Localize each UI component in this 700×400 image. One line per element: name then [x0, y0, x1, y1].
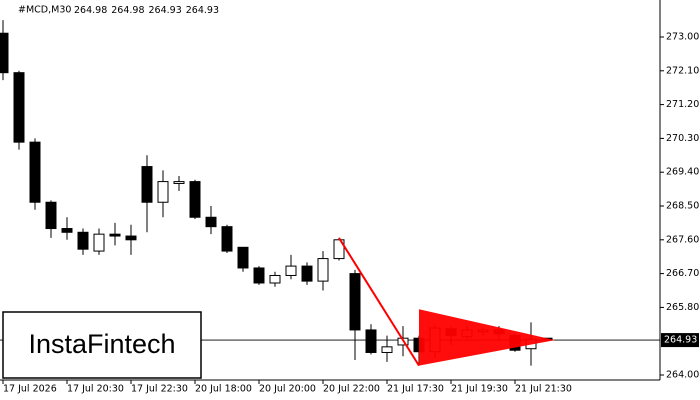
candle-body: [77, 231, 89, 250]
y-tick-label: 266.70: [666, 268, 699, 279]
header-value: 264.98: [111, 5, 144, 16]
candle-body: [93, 233, 105, 252]
x-tick-label: 21 Jul 19:30: [451, 384, 508, 395]
candle-body: [0, 32, 9, 74]
header-values: 264.98 264.98 264.93 264.93: [74, 5, 219, 16]
y-tick-label: 272.10: [666, 65, 699, 76]
candle-body: [189, 181, 201, 218]
candle-body: [317, 258, 329, 282]
header-value: 264.98: [74, 5, 107, 16]
x-tick-label: 17 Jul 22:30: [131, 384, 188, 395]
candle-body: [221, 226, 233, 252]
pattern-pole: [338, 237, 420, 367]
candle-body: [61, 228, 73, 233]
candle-body: [29, 141, 41, 203]
y-tick-label: 269.40: [666, 167, 699, 178]
candle-body: [141, 166, 153, 203]
y-tick-label: 265.80: [666, 302, 699, 313]
header-value: 264.93: [149, 5, 182, 16]
candle-body: [237, 246, 249, 269]
y-tick-label: 273.00: [666, 31, 699, 42]
x-tick-label: 21 Jul 17:30: [387, 384, 444, 395]
pattern-flag: [419, 309, 555, 366]
logo-box: [2, 311, 202, 379]
y-tick-label: 270.30: [666, 133, 699, 144]
y-tick-label: 267.60: [666, 234, 699, 245]
candle-body: [173, 181, 185, 184]
candle-body: [301, 265, 313, 282]
candle-body: [253, 267, 265, 284]
candle-body: [125, 235, 137, 241]
y-tick-label: 264.00: [666, 370, 699, 381]
candle-body: [45, 201, 57, 230]
candle-body: [285, 265, 297, 276]
x-tick-label: 17 Jul 20:30: [67, 384, 124, 395]
header-value: 264.93: [186, 5, 219, 16]
chart-title: #MCD,M30: [18, 5, 71, 16]
candle-body: [13, 72, 25, 143]
x-tick-label: 17 Jul 2026: [3, 384, 57, 395]
x-tick-label: 21 Jul 21:30: [515, 384, 572, 395]
y-tick-label: 271.20: [666, 99, 699, 110]
logo: InstaFintech: [28, 329, 175, 359]
candle-body: [269, 274, 281, 284]
x-tick-label: 20 Jul 22:00: [323, 384, 380, 395]
candle-body: [109, 233, 121, 237]
x-tick-label: 20 Jul 18:00: [195, 384, 252, 395]
candle-body: [381, 346, 393, 353]
y-tick-label: 268.50: [666, 200, 699, 211]
x-tick-label: 20 Jul 20:00: [259, 384, 316, 395]
current-price-box: [661, 333, 699, 348]
current-price-label: 264.93: [664, 335, 697, 346]
candle-body: [365, 329, 377, 353]
candle-body: [205, 216, 217, 228]
candle-body: [349, 273, 361, 331]
candle-body: [157, 181, 169, 203]
